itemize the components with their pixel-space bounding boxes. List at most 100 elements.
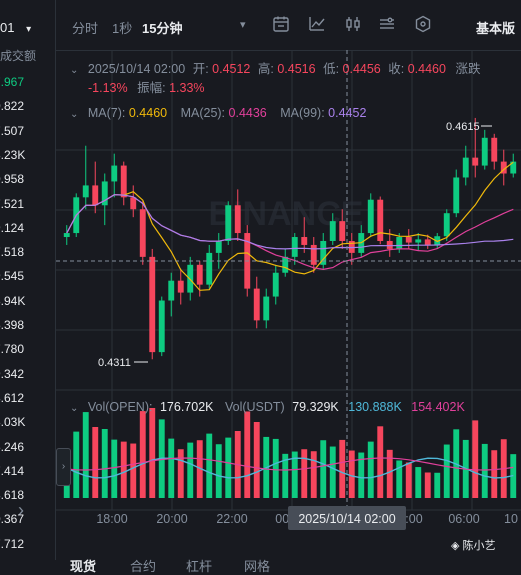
candle-body <box>158 300 165 353</box>
market-value[interactable]: 3.94K <box>0 293 26 308</box>
bottom-tab-futures[interactable]: 合约 <box>130 559 157 574</box>
volume-bar <box>377 426 384 498</box>
ma-collapse-icon[interactable]: ⌄ <box>70 109 79 120</box>
high-value: 0.4516 <box>277 62 316 76</box>
candlestick-icon[interactable] <box>344 15 362 33</box>
vol-open-value: 176.702K <box>159 400 214 414</box>
candle-body <box>396 237 403 249</box>
candle-body <box>263 296 270 321</box>
market-value[interactable]: 8.612 <box>0 390 25 405</box>
left-header-label: 01 <box>0 20 15 35</box>
market-value[interactable]: 9.342 <box>0 366 25 381</box>
ma7-line <box>66 161 514 291</box>
market-value[interactable]: 7.414 <box>0 463 25 478</box>
version-toggle[interactable]: 基本版 <box>476 21 516 36</box>
candle-body <box>491 137 498 162</box>
time-tick-label: 20:00 <box>156 512 187 526</box>
candle-body <box>196 264 203 285</box>
tab-15m[interactable]: 15分钟 <box>142 21 183 36</box>
market-value[interactable]: 5.246 <box>0 439 25 454</box>
watermark-text: BINANCE <box>209 195 364 233</box>
volume-bar <box>434 472 441 498</box>
tab-1s[interactable]: 1秒 <box>112 21 133 36</box>
bottom-tab-grid[interactable]: 网格 <box>244 559 271 574</box>
left-header[interactable]: 01 ▾ <box>0 20 31 35</box>
vol-ma2-line <box>66 457 514 471</box>
candlesticks <box>63 117 517 360</box>
bottom-tab-spot[interactable]: 现货 <box>70 559 97 574</box>
market-value[interactable]: 7.780 <box>0 342 25 357</box>
side-drawer-toggle[interactable]: › <box>56 448 71 486</box>
change-label: 涨跌 <box>455 62 481 76</box>
volume-bar <box>348 450 355 498</box>
time-tick-label: 22:00 <box>216 512 247 526</box>
candle-body <box>177 280 184 293</box>
volume-bar <box>329 446 336 498</box>
calendar-icon[interactable] <box>272 15 290 33</box>
volume-bar <box>168 438 175 498</box>
crosshair-time-box <box>288 506 406 530</box>
market-value[interactable]: 7.518 <box>0 245 25 260</box>
candle-body <box>453 177 460 214</box>
candle-body <box>339 221 346 241</box>
depth-hexagon-icon[interactable] <box>414 15 432 33</box>
ma7-label: MA(7): <box>87 106 126 120</box>
market-value[interactable]: 7.712 <box>0 536 25 551</box>
market-value[interactable]: 0.367 <box>0 512 25 527</box>
volume-bar <box>472 420 479 498</box>
close-label: 收: <box>388 62 405 76</box>
candle-body <box>82 185 89 198</box>
amplitude-value: 1.33% <box>169 81 205 95</box>
vol-usdt-value: 79.329K <box>292 400 339 414</box>
ma99-value: 0.4452 <box>328 106 367 120</box>
bottom-tab-margin[interactable]: 杠杆 <box>186 559 213 574</box>
market-value[interactable]: 0.958 <box>0 172 25 187</box>
volume-bar <box>405 462 412 498</box>
settings-sliders-icon[interactable] <box>378 15 396 33</box>
volume-bar <box>481 443 488 498</box>
change-pct: -1.13% <box>88 81 128 95</box>
vol-ma1-value: 130.888K <box>348 400 402 414</box>
candle-body <box>434 236 441 245</box>
ma-lines <box>66 161 514 291</box>
ma25-value: 0.4436 <box>228 106 267 120</box>
volume-collapse-icon[interactable]: ⌄ <box>70 403 79 414</box>
candle-body <box>500 161 507 174</box>
market-value[interactable]: 9.545 <box>0 269 25 284</box>
market-value[interactable]: 3.03K <box>0 415 26 430</box>
user-tag: ◈ 陈小艺 <box>451 537 496 553</box>
volume-bar <box>101 429 108 498</box>
volume-bar <box>244 411 251 498</box>
open-label: 开: <box>192 62 209 76</box>
vol-open-label: Vol(OPEN): <box>87 400 153 414</box>
indicator-chart-icon[interactable] <box>308 15 326 33</box>
market-value[interactable]: 3.23K <box>0 147 26 162</box>
market-value[interactable]: 0.822 <box>0 99 25 114</box>
market-value[interactable]: 8.618 <box>0 488 25 503</box>
candle-body <box>329 221 336 241</box>
market-value[interactable]: 7.521 <box>0 196 25 211</box>
volume-bar <box>301 449 308 498</box>
chart-annotations: 0.4615 0.4311 <box>98 121 492 369</box>
volume-bar <box>424 472 431 498</box>
chevron-right-icon[interactable]: › <box>18 500 24 520</box>
market-value[interactable]: 7.967 <box>0 75 25 89</box>
ohlc-datetime: 2025/10/14 02:00 <box>87 62 186 76</box>
market-value[interactable]: 7.507 <box>0 123 25 138</box>
more-intervals-icon[interactable]: ▾ <box>240 19 246 31</box>
market-value[interactable]: 5.398 <box>0 318 25 332</box>
volume-bar <box>206 433 213 498</box>
ma25-label: MA(25): <box>180 106 226 120</box>
volume-bars <box>63 408 517 498</box>
candle-body <box>510 161 517 174</box>
candle-body <box>111 165 118 182</box>
collapse-chevron-icon[interactable]: ⌄ <box>70 65 79 76</box>
tab-timeshare[interactable]: 分时 <box>72 21 99 36</box>
candle-body <box>462 157 469 178</box>
candle-body <box>101 181 108 206</box>
volume-bar <box>73 431 80 498</box>
vol-ma1-line <box>66 457 514 479</box>
market-value[interactable]: 9.124 <box>0 220 25 235</box>
low-marker-label: 0.4311 <box>98 357 131 369</box>
